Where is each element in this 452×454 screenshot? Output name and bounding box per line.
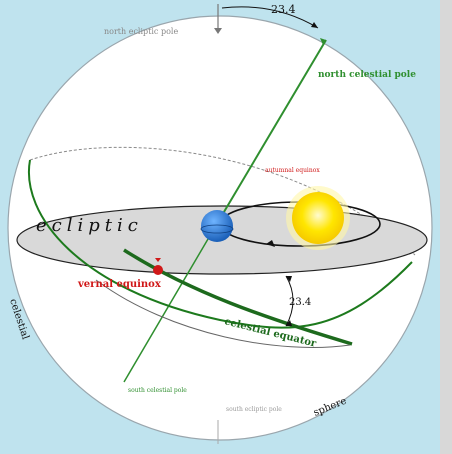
ecliptic-label: ecliptic (36, 215, 143, 236)
celestial-axis-lower (123, 221, 219, 383)
equator-angle-arc (285, 275, 294, 327)
orbit-arrow-lower (266, 240, 275, 247)
autumnal-equinox-label: autumnal equinox (265, 167, 320, 174)
top-angle-label: 23.4 (271, 3, 296, 16)
north-celestial-pole-label: north celestial pole (318, 70, 416, 80)
top-angle-arrow (311, 22, 318, 28)
south-celestial-pole-label: south celestial pole (128, 387, 187, 394)
earth-icon (200, 210, 234, 242)
celestial-equator-back (29, 146, 416, 256)
vernal-equinox-label: vernal equinox (77, 279, 162, 290)
celestial-equator-front (27, 159, 413, 329)
equator-angle-label: 23.4 (289, 297, 311, 308)
north-celestial-pole-marker (320, 38, 326, 45)
vernal-equinox-marker (153, 258, 163, 275)
celestial-axis-upper (217, 39, 327, 223)
right-edge-strip (440, 0, 452, 454)
celestial-equator-upper-arc (123, 248, 353, 346)
top-angle-arc (221, 6, 319, 29)
south-ecliptic-pole-label: south ecliptic pole (226, 406, 282, 413)
sun-icon (286, 186, 350, 250)
north-ecliptic-pole-label: north ecliptic pole (104, 27, 178, 36)
pole-marker-icon (214, 28, 222, 34)
celestial-equator-lower-arc (95, 279, 351, 348)
equator-angle-arrow-top (286, 276, 292, 282)
equator-angle-arrow-bottom (286, 320, 292, 326)
